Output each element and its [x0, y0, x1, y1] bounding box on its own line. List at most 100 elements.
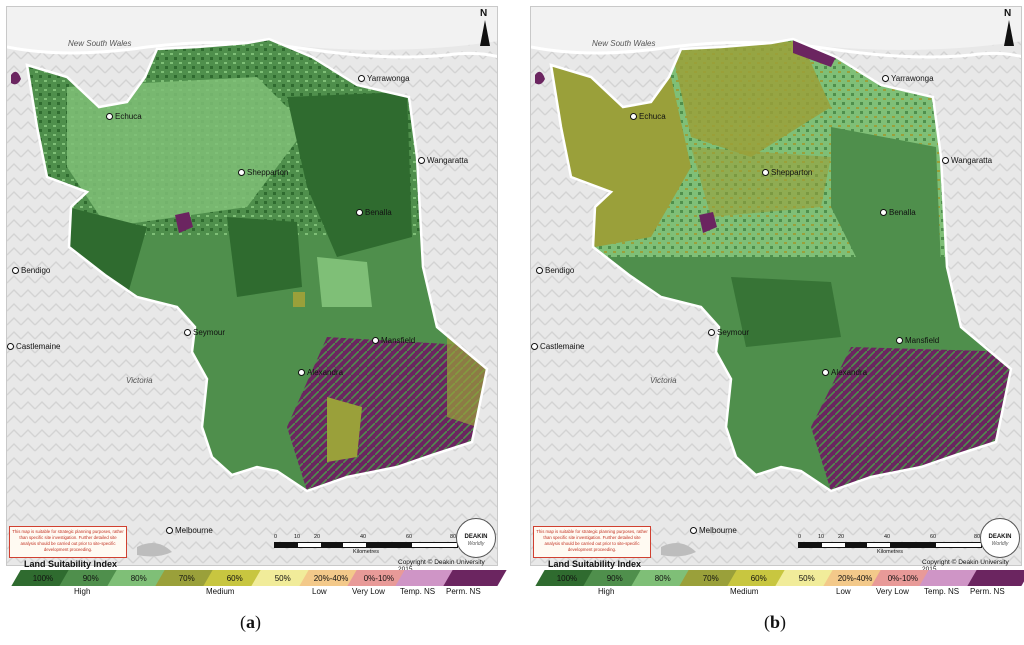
label-seymour: Seymour: [708, 328, 749, 337]
city-dot-icon: [298, 369, 305, 377]
scale-tick: 80: [450, 534, 457, 540]
north-label: N: [1004, 8, 1012, 19]
city-dot-icon: [531, 343, 538, 351]
disclaimer-box: This map is suitable for strategic plann…: [9, 526, 127, 558]
legend-group-label: Low: [836, 587, 851, 596]
legend-group-label: Perm. NS: [970, 587, 1005, 596]
label-shepparton: Shepparton: [762, 168, 812, 177]
label-wangaratta: Wangaratta: [418, 156, 468, 165]
city-dot-icon: [536, 267, 543, 275]
label-yarrawonga: Yarrawonga: [882, 74, 934, 83]
city-dot-icon: [12, 267, 19, 275]
legend-group-label: High: [598, 587, 615, 596]
scale-tick: 60: [406, 534, 413, 540]
logo-subtext: Worldly: [991, 541, 1009, 547]
legend-label: 50%: [798, 573, 815, 583]
city-dot-icon: [7, 343, 14, 351]
label-bendigo: Bendigo: [536, 266, 574, 275]
map-panel-b: New South Wales Yarrawonga Echuca Sheppa…: [530, 6, 1024, 598]
map-svg: [531, 7, 1021, 565]
legend-label: 20%-40%: [837, 573, 873, 583]
legend-title: Land Suitability Index: [24, 559, 118, 569]
label-wangaratta: Wangaratta: [942, 156, 992, 165]
logo-text: DEAKIN: [988, 534, 1012, 540]
label-bendigo: Bendigo: [12, 266, 50, 275]
city-dot-icon: [372, 337, 379, 345]
scale-bar-graphic: [798, 542, 982, 548]
label-echuca: Echuca: [630, 112, 666, 121]
legend-group-label: Temp. NS: [924, 587, 960, 596]
legend-label: 60%: [750, 573, 767, 583]
label-alexandra: Alexandra: [822, 368, 867, 377]
city-dot-icon: [166, 527, 173, 535]
scale-tick: 40: [360, 534, 367, 540]
legend-label: 70%: [178, 573, 195, 583]
city-dot-icon: [184, 329, 191, 337]
scale-bar-graphic: [274, 542, 458, 548]
map-frame: [530, 6, 1022, 566]
city-dot-icon: [358, 75, 365, 83]
city-dot-icon: [418, 157, 425, 165]
scale-tick: 20: [314, 534, 321, 540]
scale-ticks: 0 10 20 40 60 80: [274, 534, 458, 542]
city-dot-icon: [896, 337, 903, 345]
label-shepparton: Shepparton: [238, 168, 288, 177]
caption-b: (b): [764, 612, 787, 632]
logo-text: DEAKIN: [464, 534, 488, 540]
scale-unit: Kilometres: [877, 549, 903, 555]
legend-group-label: Perm. NS: [446, 587, 481, 596]
legend-group-label: Low: [312, 587, 327, 596]
scale-tick: 10: [818, 534, 825, 540]
label-castlemaine: Castlemaine: [7, 342, 60, 351]
label-benalla: Benalla: [880, 208, 916, 217]
legend-group-label: Medium: [206, 587, 235, 596]
city-dot-icon: [880, 209, 887, 217]
legend-item: [443, 570, 507, 586]
scale-ticks: 0 10 20 40 60 80: [798, 534, 982, 542]
legend-label: 50%: [274, 573, 291, 583]
map-svg: [7, 7, 497, 565]
city-dot-icon: [708, 329, 715, 337]
label-castlemaine: Castlemaine: [531, 342, 584, 351]
city-dot-icon: [356, 209, 363, 217]
label-new-south-wales: New South Wales: [592, 39, 656, 48]
label-melbourne: Melbourne: [166, 526, 213, 535]
legend-group-label: Temp. NS: [400, 587, 436, 596]
label-echuca: Echuca: [106, 112, 142, 121]
legend-group-label: Very Low: [876, 587, 909, 596]
label-mansfield: Mansfield: [896, 336, 939, 345]
label-benalla: Benalla: [356, 208, 392, 217]
legend-label: 20%-40%: [313, 573, 349, 583]
city-dot-icon: [630, 113, 637, 121]
logo-subtext: Worldly: [467, 541, 485, 547]
legend-item: [967, 570, 1024, 586]
label-victoria: Victoria: [650, 376, 677, 385]
legend-label: 90%: [82, 573, 99, 583]
scale-tick: 10: [294, 534, 301, 540]
north-label: N: [480, 8, 488, 19]
scale-unit: Kilometres: [353, 549, 379, 555]
city-dot-icon: [942, 157, 949, 165]
legend-label: 0%-10%: [887, 573, 919, 583]
label-alexandra: Alexandra: [298, 368, 343, 377]
deakin-logo: DEAKIN Worldly: [456, 518, 496, 558]
legend-groups: High Medium Low Very Low Temp. NS Perm. …: [6, 587, 498, 599]
scale-bar: 0 10 20 40 60 80 Kilometres: [798, 534, 982, 555]
label-melbourne: Melbourne: [690, 526, 737, 535]
label-yarrawonga: Yarrawonga: [358, 74, 410, 83]
city-dot-icon: [822, 369, 829, 377]
scale-tick: 80: [974, 534, 981, 540]
legend-label: 100%: [32, 573, 54, 583]
legend-title: Land Suitability Index: [548, 559, 642, 569]
deakin-logo: DEAKIN Worldly: [980, 518, 1020, 558]
caption-a: (a): [240, 612, 261, 632]
scale-bar: 0 10 20 40 60 80 Kilometres: [274, 534, 458, 555]
legend-group-label: Very Low: [352, 587, 385, 596]
copyright-text: Copyright © Deakin University 2015: [398, 559, 485, 573]
legend-bar: 100% 90% 80% 70% 60% 50% 20%-40% 0%-10%: [6, 570, 507, 586]
scale-tick: 60: [930, 534, 937, 540]
legend-label: 100%: [556, 573, 578, 583]
map-panel-a: New South Wales Yarrawonga Echuca Sheppa…: [6, 6, 507, 599]
north-arrow-icon: [1004, 20, 1014, 46]
legend-label: 80%: [654, 573, 671, 583]
